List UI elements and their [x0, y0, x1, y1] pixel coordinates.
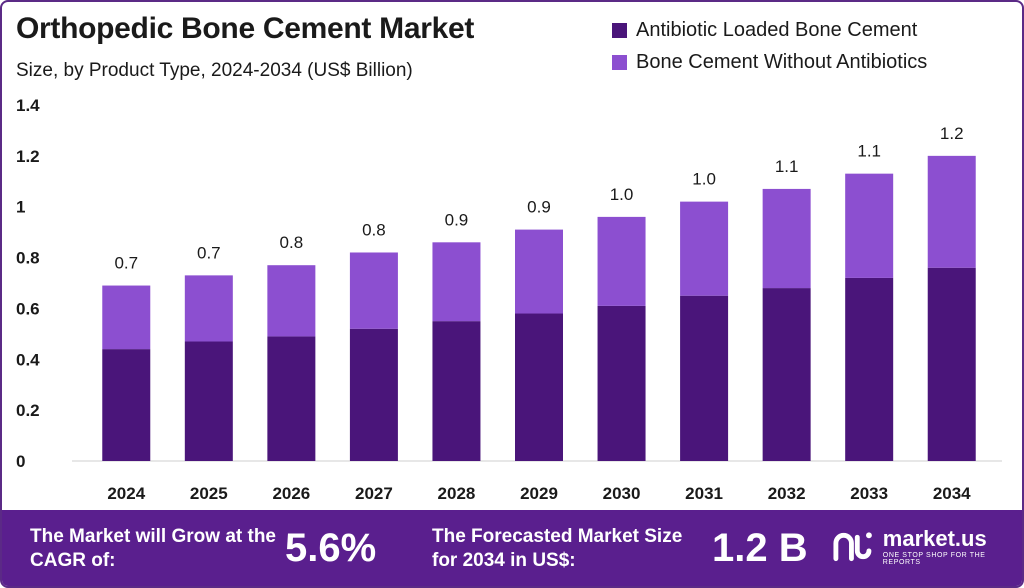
bar-without-antibiotics — [927, 155, 976, 268]
bar-chart: 0 0.2 0.4 0.6 0.8 1 1.2 1.4 0.7 2024 0.7 2025 0.8 202… — [16, 96, 1002, 503]
x-tick-label: 2025 — [190, 484, 228, 503]
x-tick-label: 2024 — [107, 484, 145, 503]
bar-total-label: 0.9 — [445, 210, 469, 229]
bar-total-label: 0.8 — [280, 233, 304, 252]
legend-item-antibiotic: Antibiotic Loaded Bone Cement — [612, 14, 927, 46]
bar-antibiotic-loaded — [184, 341, 233, 461]
cagr-value: 5.6% — [285, 526, 377, 570]
bar-without-antibiotics — [349, 252, 398, 329]
bar-without-antibiotics — [762, 188, 811, 289]
legend: Antibiotic Loaded Bone Cement Bone Cemen… — [612, 14, 927, 78]
y-tick-label: 0.6 — [16, 299, 40, 318]
bar-without-antibiotics — [515, 229, 563, 314]
logo-tagline: ONE STOP SHOP FOR THE REPORTS — [882, 552, 986, 566]
y-tick-label: 0.8 — [16, 249, 40, 268]
x-tick-label: 2026 — [272, 484, 310, 503]
legend-item-without-antibiotics: Bone Cement Without Antibiotics — [612, 46, 927, 78]
y-tick-label: 1.2 — [16, 147, 40, 166]
chart-title: Orthopedic Bone Cement Market — [16, 12, 475, 45]
bar-total-label: 1.0 — [692, 170, 716, 189]
bar-without-antibiotics — [597, 216, 646, 306]
bar-without-antibiotics — [680, 201, 729, 296]
bar-antibiotic-loaded — [597, 305, 646, 461]
bar-antibiotic-loaded — [680, 295, 729, 461]
bar-without-antibiotics — [267, 265, 316, 337]
bar-antibiotic-loaded — [432, 321, 481, 461]
cagr-label: The Market will Grow at the CAGR of: — [30, 526, 276, 571]
logo-name: market.us — [882, 526, 987, 551]
bar-antibiotic-loaded — [102, 349, 151, 461]
legend-swatch-antibiotic — [612, 22, 627, 38]
y-tick-label: 0 — [16, 452, 25, 471]
x-tick-label: 2027 — [355, 484, 393, 503]
bar-without-antibiotics — [184, 275, 233, 342]
bar-antibiotic-loaded — [515, 313, 563, 461]
market-us-logo-icon — [833, 532, 872, 562]
bar-without-antibiotics — [845, 173, 894, 278]
bar-total-label: 1.1 — [775, 157, 799, 176]
bar-total-label: 1.2 — [940, 124, 964, 143]
bar-antibiotic-loaded — [349, 328, 398, 461]
forecast-value: 1.2 B — [712, 526, 808, 570]
bar-total-label: 1.0 — [610, 185, 634, 204]
x-tick-label: 2029 — [520, 484, 558, 503]
bar-antibiotic-loaded — [927, 267, 976, 461]
bar-without-antibiotics — [432, 242, 481, 322]
bar-total-label: 0.7 — [197, 243, 221, 262]
footer-banner: The Market will Grow at the CAGR of: 5.6… — [2, 510, 1022, 586]
x-tick-label: 2030 — [603, 484, 641, 503]
bar-without-antibiotics — [102, 285, 151, 350]
chart-subtitle: Size, by Product Type, 2024-2034 (US$ Bi… — [16, 60, 413, 81]
forecast-label: The Forecasted Market Size for 2034 in U… — [432, 526, 683, 571]
bar-total-label: 1.1 — [857, 142, 881, 161]
x-tick-label: 2028 — [438, 484, 476, 503]
legend-label-antibiotic: Antibiotic Loaded Bone Cement — [636, 18, 918, 41]
y-tick-label: 1.4 — [16, 96, 40, 115]
y-tick-label: 1 — [16, 198, 25, 217]
x-tick-label: 2033 — [850, 484, 888, 503]
y-tick-label: 0.4 — [16, 350, 40, 369]
bar-antibiotic-loaded — [762, 288, 811, 461]
bar-antibiotic-loaded — [845, 277, 894, 461]
bar-total-label: 0.8 — [362, 220, 386, 239]
x-tick-label: 2031 — [685, 484, 723, 503]
legend-label-without-antibiotics: Bone Cement Without Antibiotics — [636, 50, 928, 73]
bar-total-label: 0.7 — [114, 254, 138, 273]
y-tick-label: 0.2 — [16, 401, 40, 420]
bar-total-label: 0.9 — [527, 198, 551, 217]
x-tick-label: 2034 — [933, 484, 971, 503]
legend-swatch-without-antibiotics — [612, 54, 627, 70]
bar-antibiotic-loaded — [267, 336, 316, 461]
x-tick-label: 2032 — [768, 484, 806, 503]
market-us-logo: market.us ONE STOP SHOP FOR THE REPORTS — [832, 528, 1022, 566]
